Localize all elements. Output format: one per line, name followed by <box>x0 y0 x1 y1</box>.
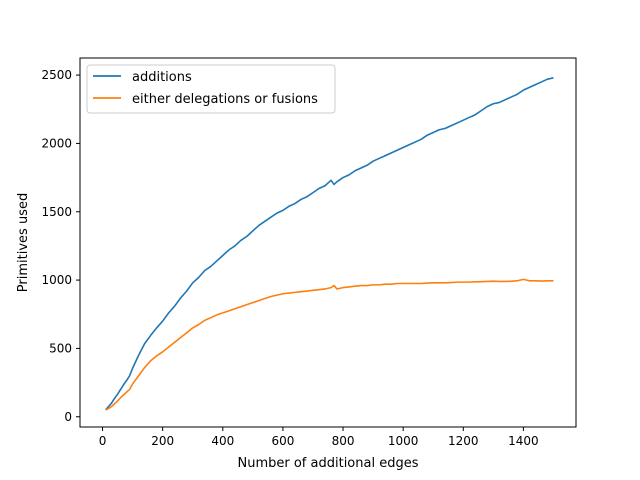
plot-area: 0 200 400 600 800 1000 1200 1400 0 500 1000 1500 20… <box>41 57 577 448</box>
series-line-additions <box>104 77 554 411</box>
y-tick-label: 2500 <box>41 68 72 82</box>
x-tick-label: 1000 <box>388 434 419 448</box>
x-tick-label: 1400 <box>508 434 539 448</box>
series-lines <box>104 77 554 411</box>
y-axis-ticks: 0 500 1000 1500 2000 2500 <box>41 68 80 424</box>
series-line-delegations-fusions <box>105 278 554 411</box>
x-tick-label: 600 <box>271 434 294 448</box>
y-tick-label: 500 <box>49 341 72 355</box>
legend: additions either delegations or fusions <box>86 64 336 114</box>
y-axis-label: Primitives used <box>16 193 31 292</box>
x-axis-ticks: 0 200 400 600 800 1000 1200 1400 <box>99 427 539 448</box>
x-tick-label: 0 <box>99 434 107 448</box>
legend-label-delegations-fusions: either delegations or fusions <box>132 92 318 107</box>
axes-frame <box>79 57 577 428</box>
x-tick-label: 400 <box>211 434 234 448</box>
y-tick-label: 1500 <box>41 205 72 219</box>
x-tick-label: 1200 <box>448 434 479 448</box>
y-tick-label: 0 <box>64 410 72 424</box>
legend-label-additions: additions <box>132 70 192 85</box>
x-tick-label: 200 <box>151 434 174 448</box>
x-axis-label: Number of additional edges <box>238 456 419 471</box>
legend-box <box>86 64 336 114</box>
y-tick-label: 2000 <box>41 136 72 150</box>
x-tick-label: 800 <box>332 434 355 448</box>
y-tick-label: 1000 <box>41 273 72 287</box>
